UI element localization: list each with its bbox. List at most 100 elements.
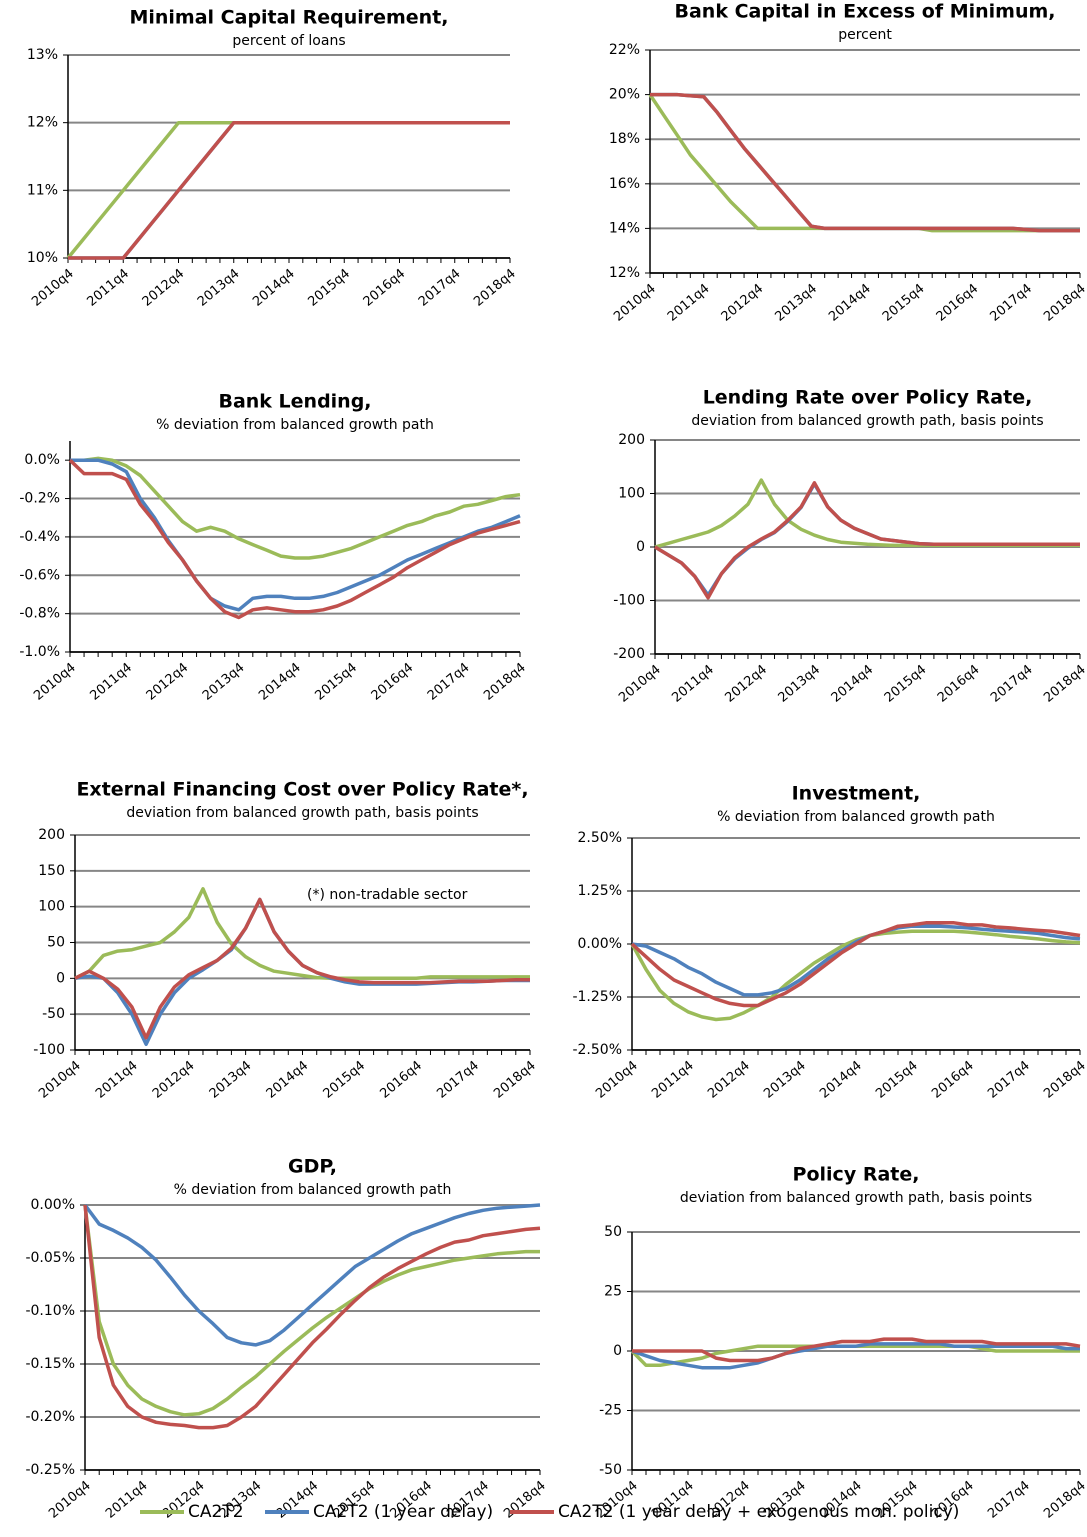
series-line <box>83 1204 540 1417</box>
y-tick-label: 100 <box>38 899 65 915</box>
chart-title: GDP, <box>288 1156 337 1178</box>
y-tick-label: -0.05% <box>25 1250 75 1266</box>
y-tick-label: 0 <box>636 539 645 555</box>
x-tick-label: 2010q4 <box>616 662 664 705</box>
y-tick-label: 20% <box>609 87 640 103</box>
x-tick-label: 2014q4 <box>817 1058 865 1101</box>
y-tick-label: -1.0% <box>19 644 60 660</box>
y-tick-label: -0.4% <box>19 529 60 545</box>
x-tick-label: 2011q4 <box>87 660 135 703</box>
x-tick-label: 2011q4 <box>669 662 717 705</box>
y-tick-label: 1.25% <box>578 883 622 899</box>
x-tick-label: 2013q4 <box>776 662 824 705</box>
x-tick-label: 2013q4 <box>195 266 243 309</box>
chart-subtitle: percent of loans <box>232 33 345 49</box>
x-tick-label: 2011q4 <box>84 266 132 309</box>
x-tick-label: 2018q4 <box>1041 281 1087 324</box>
legend-label: CA2T2 <box>188 1502 244 1522</box>
x-tick-label: 2014q4 <box>250 266 298 309</box>
x-tick-label: 2017q4 <box>416 266 464 309</box>
x-tick-label: 2013q4 <box>761 1058 809 1101</box>
x-tick-label: 2017q4 <box>985 1478 1033 1521</box>
y-tick-label: -0.8% <box>19 606 60 622</box>
annotation: (*) non-tradable sector <box>307 887 468 903</box>
y-tick-label: 14% <box>609 220 640 236</box>
x-tick-label: 2018q4 <box>481 660 529 703</box>
x-tick-label: 2010q4 <box>29 266 77 309</box>
chart-subtitle: deviation from balanced growth path, bas… <box>680 1190 1032 1206</box>
x-tick-label: 2014q4 <box>826 281 874 324</box>
y-tick-label: 0 <box>613 1343 622 1359</box>
legend-label: CA2T2 (1 year delay + exogenous mon. pol… <box>558 1502 959 1522</box>
y-tick-label: 12% <box>27 115 58 131</box>
x-tick-label: 2012q4 <box>150 1058 198 1101</box>
series-line <box>650 92 1080 233</box>
chart-subtitle: % deviation from balanced growth path <box>174 1182 452 1198</box>
y-tick-label: 0 <box>56 970 65 986</box>
x-tick-label: 2012q4 <box>144 660 192 703</box>
chart-title: External Financing Cost over Policy Rate… <box>76 779 528 801</box>
x-tick-label: 2012q4 <box>722 662 770 705</box>
x-tick-label: 2018q4 <box>491 1058 539 1101</box>
y-tick-label: 200 <box>38 827 65 843</box>
x-tick-label: 2010q4 <box>611 281 659 324</box>
x-tick-label: 2016q4 <box>369 660 417 703</box>
series-line <box>631 1342 1080 1370</box>
x-tick-label: 2013q4 <box>772 281 820 324</box>
y-tick-label: -50 <box>599 1462 622 1478</box>
chart-title: Investment, <box>792 783 921 805</box>
series-line <box>74 897 530 1040</box>
y-tick-label: 22% <box>609 42 640 58</box>
x-tick-label: 2017q4 <box>425 660 473 703</box>
series-line <box>630 929 1081 1022</box>
x-tick-label: 2012q4 <box>140 266 188 309</box>
y-tick-label: -1.25% <box>572 989 622 1005</box>
x-tick-label: 2010q4 <box>46 1478 94 1521</box>
x-tick-label: 2013q4 <box>200 660 248 703</box>
chart-subtitle: % deviation from balanced growth path <box>156 417 434 433</box>
y-tick-label: 200 <box>618 432 645 448</box>
series-line <box>648 93 1080 233</box>
y-tick-label: -2.50% <box>572 1042 622 1058</box>
y-tick-label: -25 <box>599 1403 622 1419</box>
series-line <box>631 924 1081 997</box>
x-tick-label: 2015q4 <box>880 281 928 324</box>
series-line <box>654 481 1080 600</box>
series-line <box>83 1204 541 1430</box>
x-tick-label: 2015q4 <box>305 266 353 309</box>
series-line <box>630 921 1081 1008</box>
chart-subtitle: percent <box>838 27 892 43</box>
y-tick-label: 0.0% <box>24 452 60 468</box>
y-tick-label: 50 <box>47 935 65 951</box>
chart-title: Lending Rate over Policy Rate, <box>703 387 1033 409</box>
y-tick-label: 12% <box>609 265 640 281</box>
series-line <box>68 458 521 620</box>
x-tick-label: 2017q4 <box>985 1058 1033 1101</box>
y-tick-label: 0.00% <box>578 936 622 952</box>
x-tick-label: 2015q4 <box>873 1058 921 1101</box>
x-tick-label: 2016q4 <box>377 1058 425 1101</box>
x-tick-label: 2014q4 <box>829 662 877 705</box>
x-tick-label: 2011q4 <box>93 1058 141 1101</box>
x-tick-label: 2015q4 <box>882 662 930 705</box>
x-tick-label: 2010q4 <box>36 1058 84 1101</box>
series-line <box>83 1203 541 1347</box>
chart-title: Bank Capital in Excess of Minimum, <box>675 1 1056 23</box>
y-tick-label: 18% <box>609 131 640 147</box>
y-tick-label: -0.2% <box>19 491 60 507</box>
y-tick-label: 11% <box>27 182 58 198</box>
series-line <box>70 456 521 560</box>
chart-subtitle: deviation from balanced growth path, bas… <box>691 413 1043 429</box>
x-tick-label: 2018q4 <box>501 1478 549 1521</box>
x-tick-label: 2014q4 <box>256 660 304 703</box>
y-tick-label: 100 <box>618 486 645 502</box>
x-tick-label: 2010q4 <box>593 1058 641 1101</box>
x-tick-label: 2011q4 <box>103 1478 151 1521</box>
y-tick-label: 150 <box>38 863 65 879</box>
y-tick-label: 13% <box>27 47 58 63</box>
y-tick-label: 16% <box>609 176 640 192</box>
x-tick-label: 2012q4 <box>719 281 767 324</box>
x-tick-label: 2018q4 <box>471 266 519 309</box>
chart-title: Minimal Capital Requirement, <box>129 7 448 29</box>
